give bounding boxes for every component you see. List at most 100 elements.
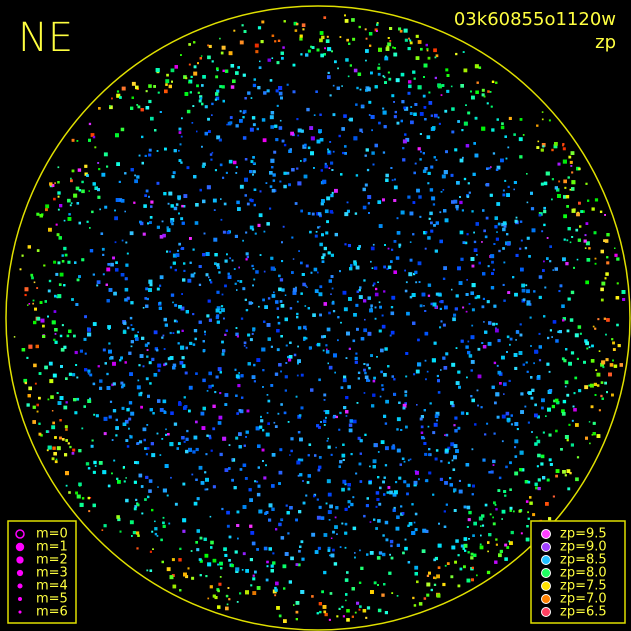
star — [216, 263, 220, 267]
star — [327, 437, 329, 440]
star — [75, 186, 80, 191]
star — [604, 381, 607, 385]
star — [534, 442, 538, 446]
star — [251, 375, 256, 379]
star — [103, 416, 108, 421]
star — [143, 438, 146, 442]
star — [605, 333, 607, 336]
star — [396, 428, 399, 431]
star — [300, 373, 304, 377]
star — [208, 436, 212, 440]
star — [477, 374, 482, 379]
star — [173, 206, 178, 211]
star — [504, 557, 508, 561]
star — [135, 337, 139, 341]
star — [267, 337, 271, 341]
star — [327, 71, 330, 74]
star — [409, 41, 413, 45]
star — [435, 159, 438, 161]
star — [384, 244, 386, 246]
star — [452, 468, 456, 471]
star — [519, 323, 522, 326]
star — [156, 150, 159, 152]
star — [300, 292, 303, 295]
legend-m-label: m=2 — [36, 553, 68, 568]
star — [359, 452, 362, 455]
star — [224, 69, 229, 73]
star — [241, 396, 244, 399]
star — [180, 345, 185, 350]
star — [471, 566, 474, 569]
star — [594, 198, 599, 202]
star — [446, 89, 450, 93]
star — [364, 375, 369, 379]
star — [56, 392, 59, 394]
star — [414, 162, 417, 165]
star — [168, 191, 173, 196]
star — [156, 287, 160, 291]
star — [328, 519, 331, 521]
star — [585, 182, 588, 185]
star — [494, 225, 498, 229]
star — [452, 317, 456, 322]
star — [495, 538, 498, 541]
star — [78, 221, 81, 225]
star — [279, 119, 282, 122]
star — [61, 324, 64, 327]
star — [433, 558, 436, 562]
star — [433, 48, 437, 53]
star — [324, 209, 329, 214]
star — [409, 39, 412, 42]
star — [374, 143, 378, 148]
star — [365, 616, 368, 619]
star — [594, 394, 597, 396]
star — [278, 287, 282, 292]
star — [288, 355, 293, 359]
star — [54, 333, 57, 335]
star — [145, 304, 149, 308]
star — [451, 362, 456, 367]
star — [336, 615, 339, 618]
star — [354, 356, 358, 360]
star — [413, 171, 416, 175]
star — [51, 410, 54, 412]
star — [216, 67, 219, 70]
star — [592, 432, 596, 436]
star — [247, 91, 251, 95]
star — [75, 303, 79, 306]
star — [263, 546, 268, 551]
star — [117, 517, 121, 522]
star — [216, 320, 220, 324]
star — [265, 182, 268, 184]
star — [357, 436, 361, 440]
star — [356, 601, 360, 605]
star — [566, 393, 570, 397]
star — [423, 409, 426, 412]
star — [363, 299, 367, 303]
star — [121, 86, 126, 91]
star — [573, 408, 577, 412]
star — [538, 332, 541, 335]
star — [486, 422, 489, 425]
star — [392, 508, 396, 512]
star — [220, 218, 223, 221]
star — [188, 63, 191, 66]
star — [353, 68, 358, 73]
star — [106, 386, 111, 390]
star — [377, 451, 380, 453]
star — [180, 247, 182, 250]
star — [129, 316, 133, 320]
star — [498, 476, 502, 480]
star — [341, 605, 344, 608]
star — [276, 307, 279, 310]
star — [383, 125, 387, 129]
stars — [13, 14, 626, 623]
star — [125, 263, 129, 267]
star — [45, 430, 49, 433]
star — [436, 419, 438, 422]
star — [156, 225, 160, 229]
star — [181, 293, 183, 295]
star — [325, 39, 330, 43]
star — [438, 522, 440, 525]
star — [460, 411, 465, 415]
